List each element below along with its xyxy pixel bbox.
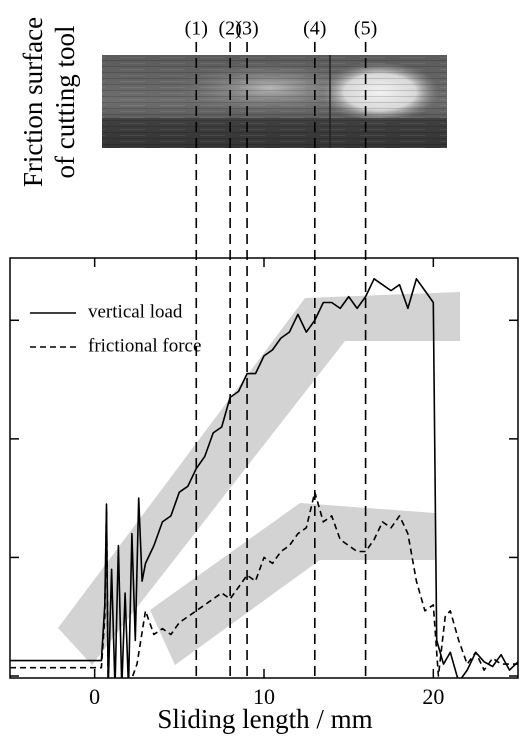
- marker-label: (2): [218, 18, 241, 40]
- tool-photo: [102, 55, 447, 148]
- x-tick-label: 0: [89, 684, 100, 709]
- image-label: Friction surface: [18, 17, 48, 187]
- x-axis-label: Sliding length / mm: [157, 704, 372, 734]
- marker-label: (5): [354, 18, 377, 40]
- x-tick-label: 10: [253, 684, 275, 709]
- x-tick-label: 20: [422, 684, 444, 709]
- legend-label: frictional force: [88, 335, 201, 356]
- data-line: [10, 491, 518, 678]
- image-label: of cutting tool: [50, 26, 80, 179]
- trend-bands: [58, 292, 460, 665]
- legend-label: vertical load: [88, 301, 183, 322]
- marker-label: (1): [185, 18, 208, 40]
- marker-label: (4): [303, 18, 326, 40]
- data-line: [10, 278, 518, 678]
- marker-label: (3): [235, 18, 258, 40]
